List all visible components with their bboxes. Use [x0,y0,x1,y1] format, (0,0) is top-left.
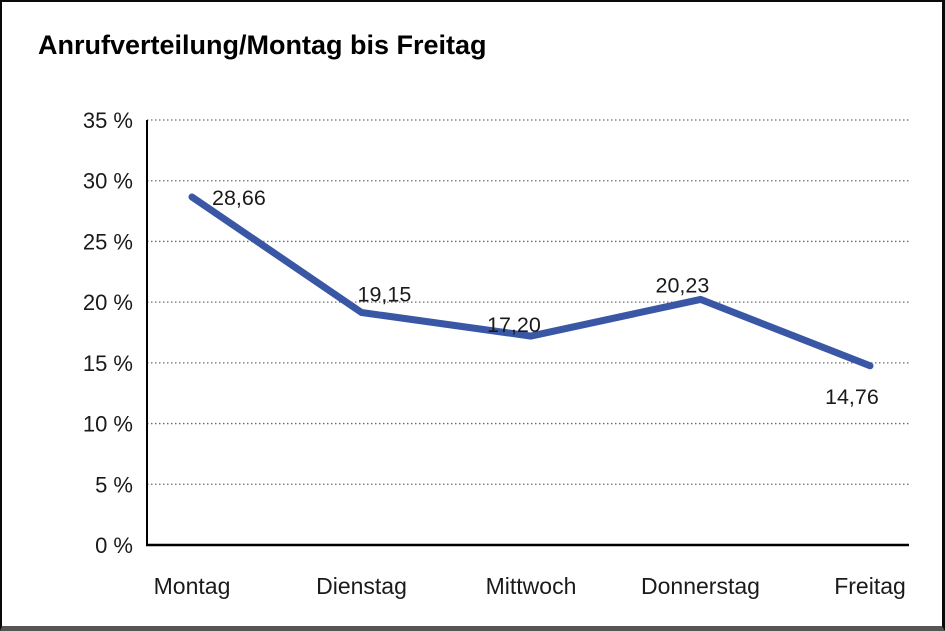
x-tick-label: Dienstag [316,573,407,599]
y-tick-label: 20 % [83,290,133,315]
data-label: 17,20 [487,313,541,337]
x-tick-label: Freitag [834,573,906,599]
y-tick-label: 10 % [83,412,133,437]
x-tick-label: Donnerstag [641,573,760,599]
data-label: 28,66 [212,186,266,210]
series-line [188,193,874,370]
data-label: 19,15 [358,282,412,306]
y-tick-label: 15 % [83,351,133,376]
data-label: 14,76 [825,385,879,409]
y-tick-label: 0 % [95,533,133,558]
x-tick-label: Mittwoch [486,573,577,599]
y-tick-label: 30 % [83,169,133,194]
y-tick-label: 5 % [95,472,133,497]
data-label: 20,23 [656,273,710,297]
y-tick-label: 35 % [83,108,133,133]
y-tick-label: 25 % [83,229,133,254]
chart-title: Anrufverteilung/Montag bis Freitag [38,30,487,60]
x-tick-label: Montag [154,573,231,599]
